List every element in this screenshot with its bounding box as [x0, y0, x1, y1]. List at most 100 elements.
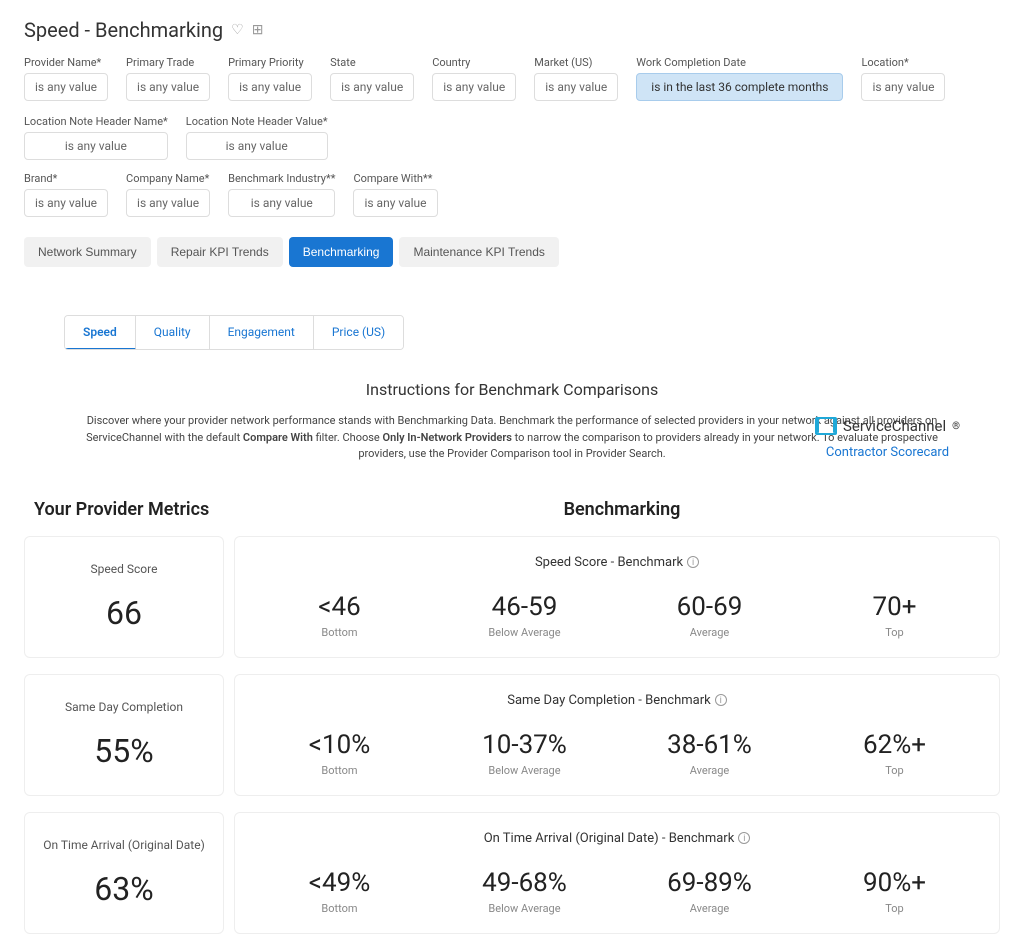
- benchmark-card: Same Day Completion - Benchmarki <10% Bott…: [234, 674, 1000, 796]
- brand-name: ServiceChannel: [843, 417, 946, 435]
- filter-value[interactable]: is any value: [186, 132, 328, 160]
- main-tab[interactable]: Repair KPI Trends: [157, 237, 283, 267]
- sub-tab[interactable]: Price (US): [314, 316, 403, 349]
- band-value: 10-37%: [432, 730, 617, 760]
- benchmark-title: On Time Arrival (Original Date) - Benchm…: [247, 831, 987, 846]
- benchmark-bands: <49%Bottom49-68%Below Average69-89%Avera…: [247, 868, 987, 915]
- brand-block: ServiceChannel® Contractor Scorecard: [815, 417, 960, 460]
- metric-title: Same Day Completion: [37, 700, 211, 714]
- filter-value[interactable]: is any value: [126, 73, 210, 101]
- section-header-left: Your Provider Metrics: [34, 499, 234, 520]
- servicechannel-logo-icon: [815, 417, 837, 435]
- band-value: 62%+: [802, 730, 987, 760]
- filter-group: Benchmark Industry**is any value: [228, 172, 335, 217]
- benchmark-band: 46-59 Below Average: [432, 592, 617, 639]
- benchmark-band: 62%+Top: [802, 730, 987, 777]
- filter-group: State is any value: [330, 56, 414, 101]
- metric-row: Speed Score 66 Speed Score - Benchmarki <46…: [24, 536, 1000, 658]
- metric-card-left: Speed Score 66: [24, 536, 224, 658]
- metric-value: 63%: [37, 870, 211, 908]
- filter-value[interactable]: is in the last 36 complete months: [636, 73, 843, 101]
- filter-value[interactable]: is any value: [24, 132, 168, 160]
- filter-value[interactable]: is any value: [228, 189, 335, 217]
- band-label: Bottom: [247, 764, 432, 777]
- metric-title: On Time Arrival (Original Date): [37, 838, 211, 852]
- filter-label: Location Note Header Value*: [186, 115, 328, 128]
- filter-value[interactable]: is any value: [330, 73, 414, 101]
- sub-tab[interactable]: Speed: [65, 316, 136, 350]
- filter-value[interactable]: is any value: [24, 189, 108, 217]
- sub-tabs: SpeedQualityEngagementPrice (US): [64, 315, 404, 350]
- filter-label: Compare With**: [353, 172, 437, 185]
- band-label: Top: [802, 626, 987, 639]
- filter-group: Location Note Header Value* is any value: [186, 115, 328, 160]
- sub-tab[interactable]: Quality: [136, 316, 210, 349]
- filter-group: Provider Name* is any value: [24, 56, 108, 101]
- band-value: 49-68%: [432, 868, 617, 898]
- filter-label: Provider Name*: [24, 56, 108, 69]
- filter-group: Work Completion Dateis in the last 36 co…: [636, 56, 843, 101]
- band-value: 69-89%: [617, 868, 802, 898]
- filter-group: Brand*is any value: [24, 172, 108, 217]
- benchmark-title: Speed Score - Benchmarki: [247, 555, 987, 570]
- instructions-bold1: Compare With: [243, 431, 313, 444]
- info-icon[interactable]: i: [687, 556, 699, 568]
- metric-title: Speed Score: [37, 562, 211, 576]
- filters-row-2: Brand*is any value Company Name* is any va…: [24, 172, 1000, 217]
- filter-value[interactable]: is any value: [861, 73, 945, 101]
- benchmark-card: Speed Score - Benchmarki <46 Bottom46-59 Be…: [234, 536, 1000, 658]
- section-header-right: Benchmarking: [254, 499, 990, 520]
- instructions-mid: filter. Choose: [313, 431, 383, 444]
- band-value: 60-69: [617, 592, 802, 622]
- filter-label: Company Name*: [126, 172, 210, 185]
- benchmark-band: <10% Bottom: [247, 730, 432, 777]
- band-label: Average: [617, 902, 802, 915]
- filter-value[interactable]: is any value: [534, 73, 618, 101]
- options-icon[interactable]: ⊞: [252, 22, 264, 38]
- band-label: Below Average: [432, 902, 617, 915]
- benchmark-band: <46 Bottom: [247, 592, 432, 639]
- benchmark-band: 69-89% Average: [617, 868, 802, 915]
- band-label: Top: [802, 902, 987, 915]
- filter-label: State: [330, 56, 414, 69]
- filter-value[interactable]: is any value: [353, 189, 437, 217]
- filter-label: Primary Trade: [126, 56, 210, 69]
- band-label: Below Average: [432, 764, 617, 777]
- benchmark-title: Same Day Completion - Benchmarki: [247, 693, 987, 708]
- filter-value[interactable]: is any value: [24, 73, 108, 101]
- filter-value[interactable]: is any value: [432, 73, 516, 101]
- filter-value[interactable]: is any value: [228, 73, 312, 101]
- benchmark-card: On Time Arrival (Original Date) - Benchm…: [234, 812, 1000, 934]
- band-label: Below Average: [432, 626, 617, 639]
- filter-group: Primary Priority is any value: [228, 56, 312, 101]
- filter-label: Primary Priority: [228, 56, 312, 69]
- info-icon[interactable]: i: [738, 832, 750, 844]
- band-value: <46: [247, 592, 432, 622]
- instructions-title: Instructions for Benchmark Comparisons: [64, 380, 960, 399]
- filter-group: Location*is any value: [861, 56, 945, 101]
- sub-tab[interactable]: Engagement: [210, 316, 314, 349]
- brand-subtitle: Contractor Scorecard: [815, 445, 960, 460]
- benchmark-bands: <10%Bottom10-37%Below Average38-61%Avera…: [247, 730, 987, 777]
- info-icon[interactable]: i: [715, 694, 727, 706]
- filter-group: Primary Trade is any value: [126, 56, 210, 101]
- main-tab[interactable]: Network Summary: [24, 237, 151, 267]
- band-label: Average: [617, 626, 802, 639]
- band-value: 38-61%: [617, 730, 802, 760]
- main-tab[interactable]: Maintenance KPI Trends: [399, 237, 558, 267]
- metric-value: 66: [37, 594, 211, 632]
- metric-card-left: Same Day Completion55%: [24, 674, 224, 796]
- main-tab[interactable]: Benchmarking: [289, 237, 394, 267]
- band-value: <10%: [247, 730, 432, 760]
- band-value: 90%+: [802, 868, 987, 898]
- filter-label: Location Note Header Name*: [24, 115, 168, 128]
- band-value: 70+: [802, 592, 987, 622]
- benchmark-band: 70+ Top: [802, 592, 987, 639]
- instructions-bold2: Only In-Network Providers: [382, 431, 511, 444]
- band-value: 46-59: [432, 592, 617, 622]
- main-tabs: Network SummaryRepair KPI TrendsBenchmar…: [24, 237, 1000, 267]
- benchmark-band: 60-69 Average: [617, 592, 802, 639]
- heart-icon[interactable]: ♡: [231, 22, 244, 38]
- filter-value[interactable]: is any value: [126, 189, 210, 217]
- band-label: Bottom: [247, 626, 432, 639]
